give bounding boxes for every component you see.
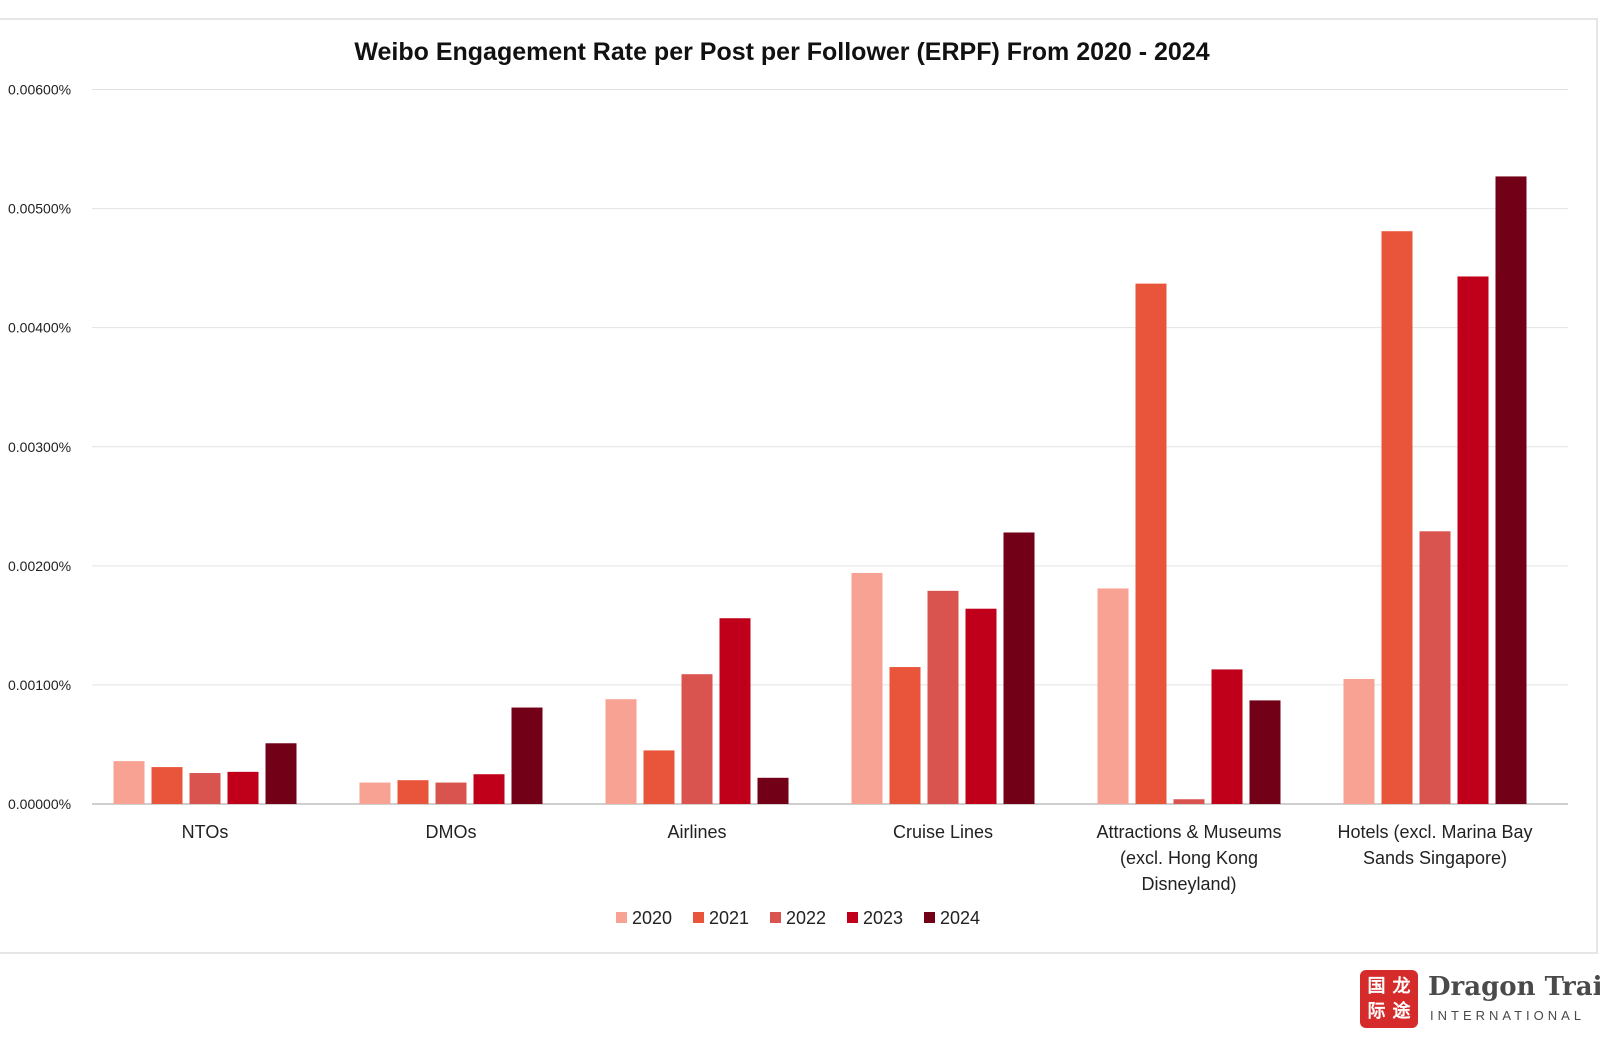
bar-2021	[1135, 283, 1167, 804]
legend-swatch	[847, 912, 858, 923]
brand-glyph: 途	[1392, 1000, 1411, 1022]
bar-2024	[265, 743, 297, 804]
bar-2021	[889, 667, 921, 804]
y-tick-label: 0.00600%	[8, 82, 71, 98]
bar-2021	[643, 750, 675, 804]
legend-item: 2020	[616, 908, 672, 928]
legend-swatch	[770, 912, 781, 923]
bar-2024	[1495, 176, 1527, 804]
bar-2024	[511, 707, 543, 804]
bar-2023	[473, 774, 505, 804]
legend-swatch	[616, 912, 627, 923]
brand-subtitle: INTERNATIONAL	[1430, 1008, 1586, 1023]
legend-label: 2024	[940, 908, 980, 928]
bar-2020	[605, 699, 637, 804]
category-labels: NTOs DMOs Airlines Cruise Lines Attractions …	[182, 822, 1533, 894]
brand-mark-icon: 国 龙 际 途	[1360, 970, 1418, 1028]
category-label: Airlines	[667, 822, 726, 842]
legend-item: 2024	[924, 908, 980, 928]
bar-2023	[965, 608, 997, 804]
bars	[113, 176, 1527, 805]
brand-glyph: 龙	[1392, 975, 1411, 997]
y-axis-ticks: 0.00000% 0.00100% 0.00200% 0.00300% 0.00400%…	[8, 82, 71, 813]
legend: 2020 2021 2022 2023 2024	[616, 908, 980, 928]
category-label: DMOs	[426, 822, 477, 842]
y-tick-label: 0.00100%	[8, 677, 71, 693]
chart: Weibo Engagement Rate per Post per Follo…	[8, 38, 1568, 928]
legend-label: 2020	[632, 908, 672, 928]
bar-2020	[851, 572, 883, 804]
category-label: (excl. Hong Kong	[1120, 848, 1258, 868]
brand-glyph: 际	[1367, 1000, 1386, 1022]
bar-2021	[151, 767, 183, 804]
legend-swatch	[924, 912, 935, 923]
category-label: Disneyland)	[1141, 874, 1236, 894]
bar-2020	[1343, 678, 1375, 804]
y-tick-label: 0.00300%	[8, 439, 71, 455]
brand-glyph: 国	[1367, 975, 1386, 997]
bar-2022	[1173, 799, 1205, 804]
bar-2021	[1381, 231, 1413, 804]
bar-2022	[189, 773, 221, 804]
bar-2024	[1003, 532, 1035, 804]
category-label: NTOs	[182, 822, 229, 842]
y-tick-label: 0.00500%	[8, 201, 71, 217]
bar-2020	[113, 761, 145, 804]
category-label: Sands Singapore)	[1363, 848, 1507, 868]
legend-label: 2023	[863, 908, 903, 928]
bar-2023	[1211, 669, 1243, 804]
legend-label: 2022	[786, 908, 826, 928]
bar-2022	[681, 674, 713, 804]
bar-2020	[1097, 588, 1129, 804]
bar-2022	[1419, 531, 1451, 804]
brand-name: Dragon Trail	[1428, 972, 1600, 1002]
legend-swatch	[693, 912, 704, 923]
bar-2022	[927, 590, 959, 804]
gridlines	[92, 89, 1568, 805]
y-tick-label: 0.00000%	[8, 796, 71, 812]
legend-item: 2023	[847, 908, 903, 928]
legend-item: 2021	[693, 908, 749, 928]
category-label: Attractions & Museums	[1096, 822, 1281, 842]
brand-logo: 国 龙 际 途 Dragon Trail INTERNATIONAL	[1360, 968, 1600, 1032]
bar-2022	[435, 782, 467, 804]
legend-item: 2022	[770, 908, 826, 928]
bar-2023	[1457, 276, 1489, 805]
chart-title: Weibo Engagement Rate per Post per Follo…	[354, 38, 1209, 66]
bar-2023	[719, 618, 751, 804]
y-tick-label: 0.00200%	[8, 558, 71, 574]
y-tick-label: 0.00400%	[8, 320, 71, 336]
legend-label: 2021	[709, 908, 749, 928]
bar-2024	[757, 777, 789, 804]
bar-2021	[397, 780, 429, 804]
bar-2024	[1249, 700, 1281, 804]
category-label: Cruise Lines	[893, 822, 993, 842]
bar-2020	[359, 782, 391, 804]
bar-2023	[227, 771, 259, 804]
category-label: Hotels (excl. Marina Bay	[1337, 822, 1532, 842]
